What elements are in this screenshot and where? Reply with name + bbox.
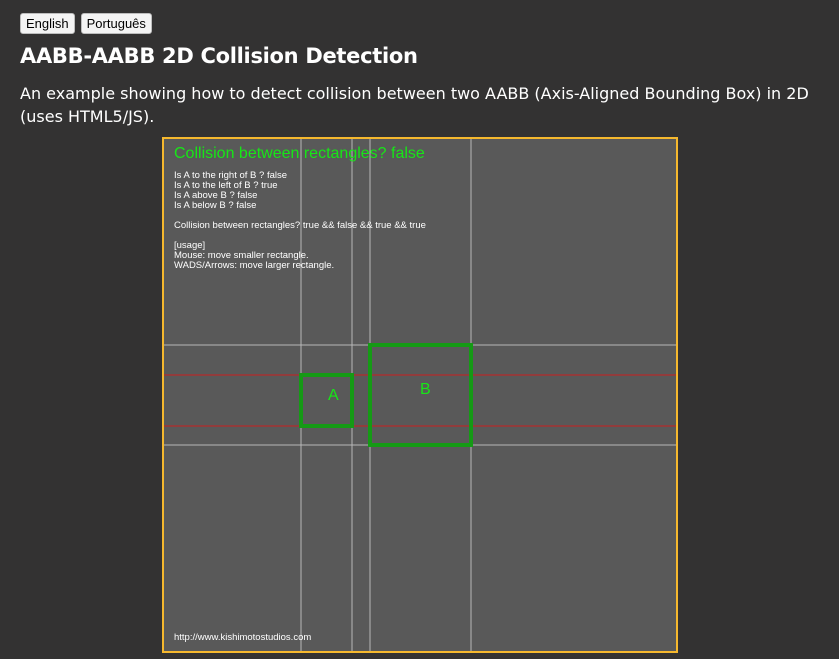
- rectangle-a: [299, 373, 354, 428]
- rectangle-b-label: B: [420, 381, 431, 398]
- demo-canvas[interactable]: Collision between rectangles? false Is A…: [162, 137, 678, 653]
- studio-url: http://www.kishimotostudios.com: [174, 632, 312, 643]
- page-title: AABB-AABB 2D Collision Detection: [20, 44, 418, 68]
- collision-status: Collision between rectangles? false: [174, 145, 425, 162]
- check-left: Is A to the left of B ? true: [174, 180, 278, 191]
- check-below: Is A below B ? false: [174, 200, 257, 211]
- language-button-english[interactable]: English: [20, 13, 75, 34]
- rectangle-b: [368, 343, 473, 447]
- language-switcher: English Português: [20, 13, 152, 34]
- language-button-portuguese[interactable]: Português: [80, 13, 152, 34]
- rectangle-a-label: A: [328, 387, 339, 404]
- page-description: An example showing how to detect collisi…: [20, 84, 809, 126]
- collision-expression: Collision between rectangles? true && fa…: [174, 220, 426, 231]
- usage-mouse: Mouse: move smaller rectangle.: [174, 250, 309, 261]
- usage-keys: WADS/Arrows: move larger rectangle.: [174, 260, 335, 271]
- collision-scene: [164, 139, 676, 651]
- check-right: Is A to the right of B ? false: [174, 170, 288, 181]
- collision-details: Is A to the right of B ? false Is A to t…: [174, 171, 426, 271]
- usage-header: [usage]: [174, 240, 206, 251]
- check-above: Is A above B ? false: [174, 190, 258, 201]
